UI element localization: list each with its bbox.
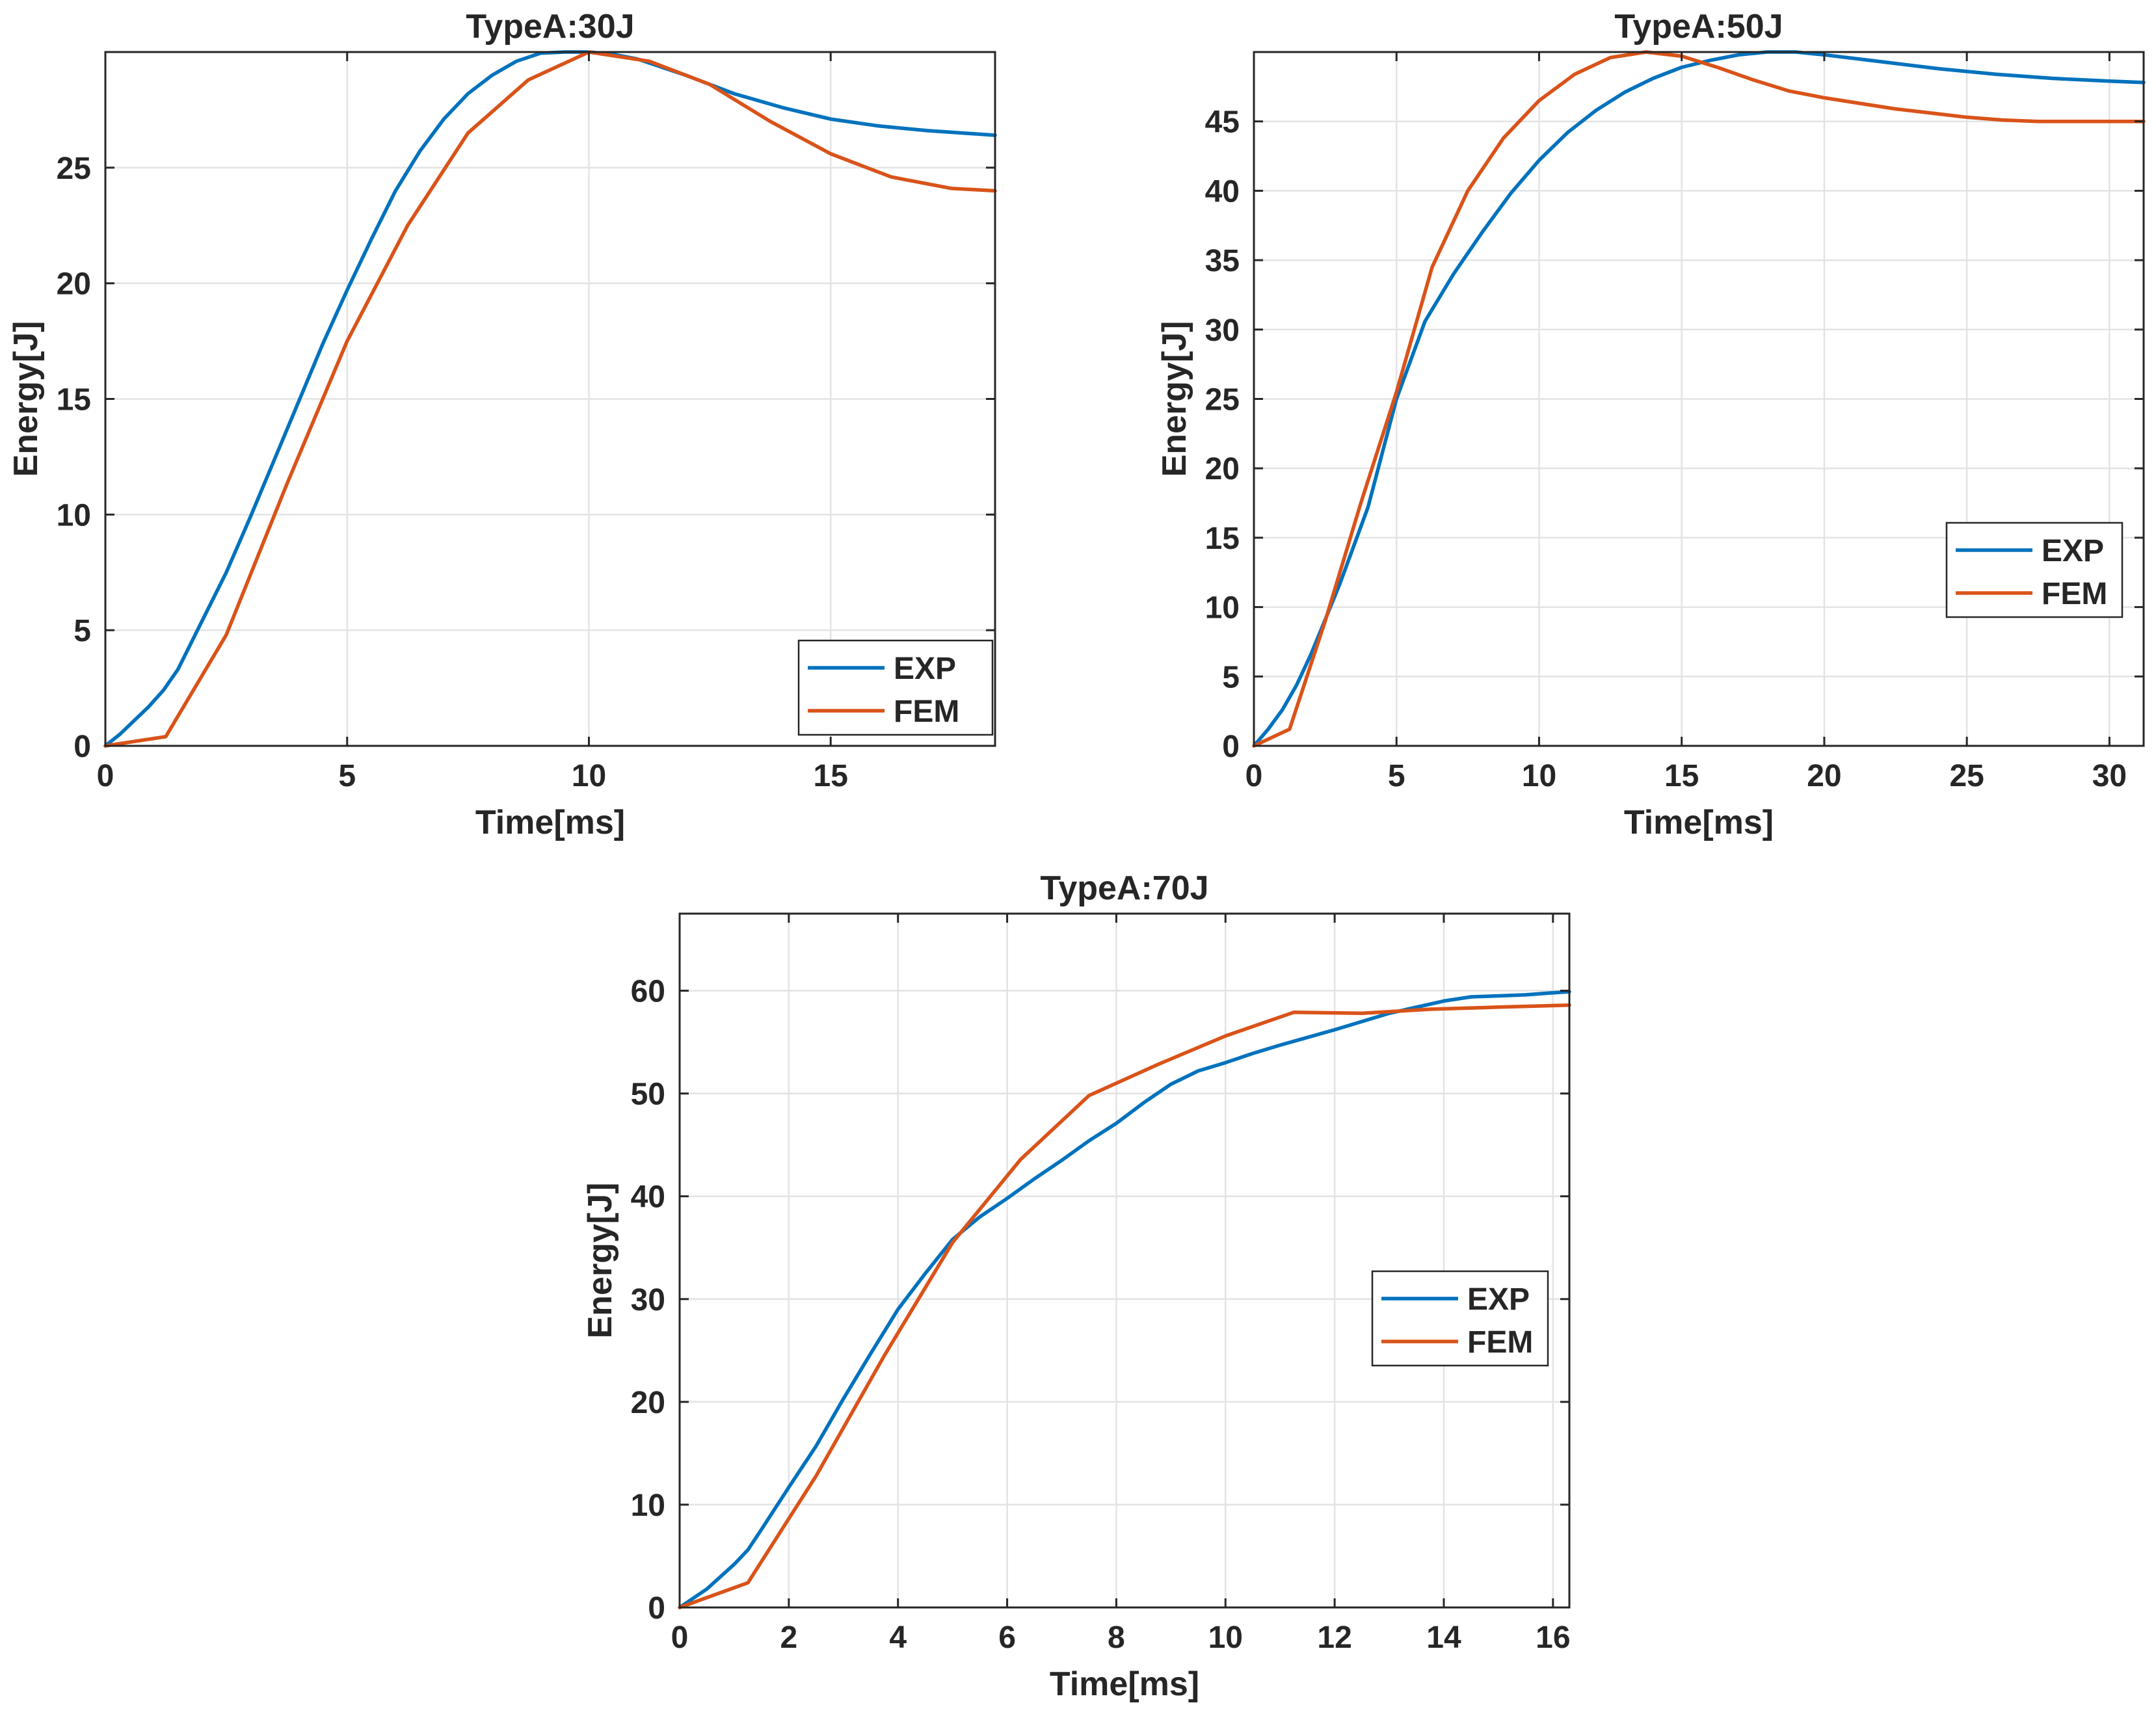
y-tick-label: 25 [1205,383,1240,417]
y-tick-label: 45 [1205,105,1240,140]
y-tick-label: 40 [631,1180,665,1215]
legend-box [797,639,994,736]
y-tick-label: 35 [1205,244,1240,278]
x-tick-label: 12 [1317,1620,1351,1655]
y-tick-label: 30 [1205,313,1240,348]
x-axis-label: Time[ms] [1624,804,1774,841]
legend-label-exp: EXP [2042,534,2104,568]
y-tick-label: 30 [631,1283,665,1317]
legend-box [1371,1270,1549,1367]
x-tick-label: 15 [814,759,848,793]
x-tick-label: 15 [1664,759,1699,793]
y-tick-label: 5 [1222,660,1240,694]
x-tick-label: 14 [1426,1620,1461,1655]
y-tick-label: 50 [631,1077,665,1112]
y-tick-label: 20 [1205,452,1240,486]
y-tick-label: 0 [73,730,91,764]
series-line-fem [103,50,997,748]
y-tick-label: 20 [57,267,91,302]
chart-3: 0 2 4 6 8 10 12 14 16 0 10 20 30 40 50 60 TypeA:70J Time[… [581,869,1571,1703]
chart-2: 0 5 10 15 20 25 30 0 5 10 15 20 25 30 35 40 45 TypeA:50J T… [1156,8,2146,841]
chart-title: TypeA:30J [466,8,634,46]
y-tick-label: 0 [1222,730,1240,764]
y-tick-label: 20 [631,1386,665,1420]
y-axis-label: Energy[J] [1156,321,1193,477]
legend-label-fem: FEM [1467,1325,1533,1360]
axes-frame [678,912,1571,1609]
y-tick-label: 60 [631,975,665,1009]
plot-area [680,914,1569,1607]
series-line-fem [678,1003,1571,1609]
legend-label-exp: EXP [1467,1282,1530,1317]
y-tick-label: 10 [57,498,91,533]
legend: EXP FEM [797,639,994,736]
x-tick-label: 6 [998,1620,1016,1655]
x-tick-label: 10 [572,759,606,793]
y-axis-label: Energy[J] [581,1183,619,1339]
x-axis-label: Time[ms] [1050,1665,1199,1703]
legend-label-fem: FEM [2042,577,2107,611]
legend-label-fem: FEM [894,694,959,729]
x-tick-label: 5 [338,759,356,793]
y-tick-label: 0 [648,1591,665,1626]
x-tick-label: 5 [1388,759,1405,793]
y-tick-label: 15 [57,383,91,417]
x-tick-label: 16 [1536,1620,1570,1655]
x-axis-label: Time[ms] [475,804,625,841]
x-tick-label: 2 [780,1620,798,1655]
series-line-exp [678,990,1571,1609]
legend-label-exp: EXP [894,652,956,686]
y-tick-label: 5 [73,614,91,648]
y-tick-label: 15 [1205,522,1240,556]
x-tick-label: 20 [1807,759,1841,793]
legend: EXP FEM [1371,1270,1549,1367]
legend: EXP FEM [1945,522,2123,618]
y-tick-label: 10 [1205,591,1240,626]
chart-title: TypeA:50J [1614,8,1783,46]
x-tick-label: 4 [889,1620,907,1655]
y-axis-label: Energy[J] [7,321,45,477]
x-tick-label: 10 [1522,759,1556,793]
x-tick-label: 10 [1208,1620,1243,1655]
legend-box [1945,522,2123,618]
chart-1: 0 5 10 15 0 5 10 15 20 25 TypeA:30J Time[ms] Energy[… [7,8,997,841]
series-line-fem [1252,50,2146,748]
series-line-exp [103,50,997,748]
x-tick-label: 25 [1949,759,1984,793]
y-tick-label: 25 [57,152,91,186]
y-tick-label: 40 [1205,174,1240,209]
x-tick-label: 8 [1108,1620,1125,1655]
x-tick-label: 0 [97,759,114,793]
x-tick-label: 0 [1245,759,1263,793]
x-tick-label: 0 [671,1620,689,1655]
y-tick-label: 10 [631,1488,665,1523]
x-tick-label: 30 [2092,759,2127,793]
chart-title: TypeA:70J [1040,869,1208,907]
